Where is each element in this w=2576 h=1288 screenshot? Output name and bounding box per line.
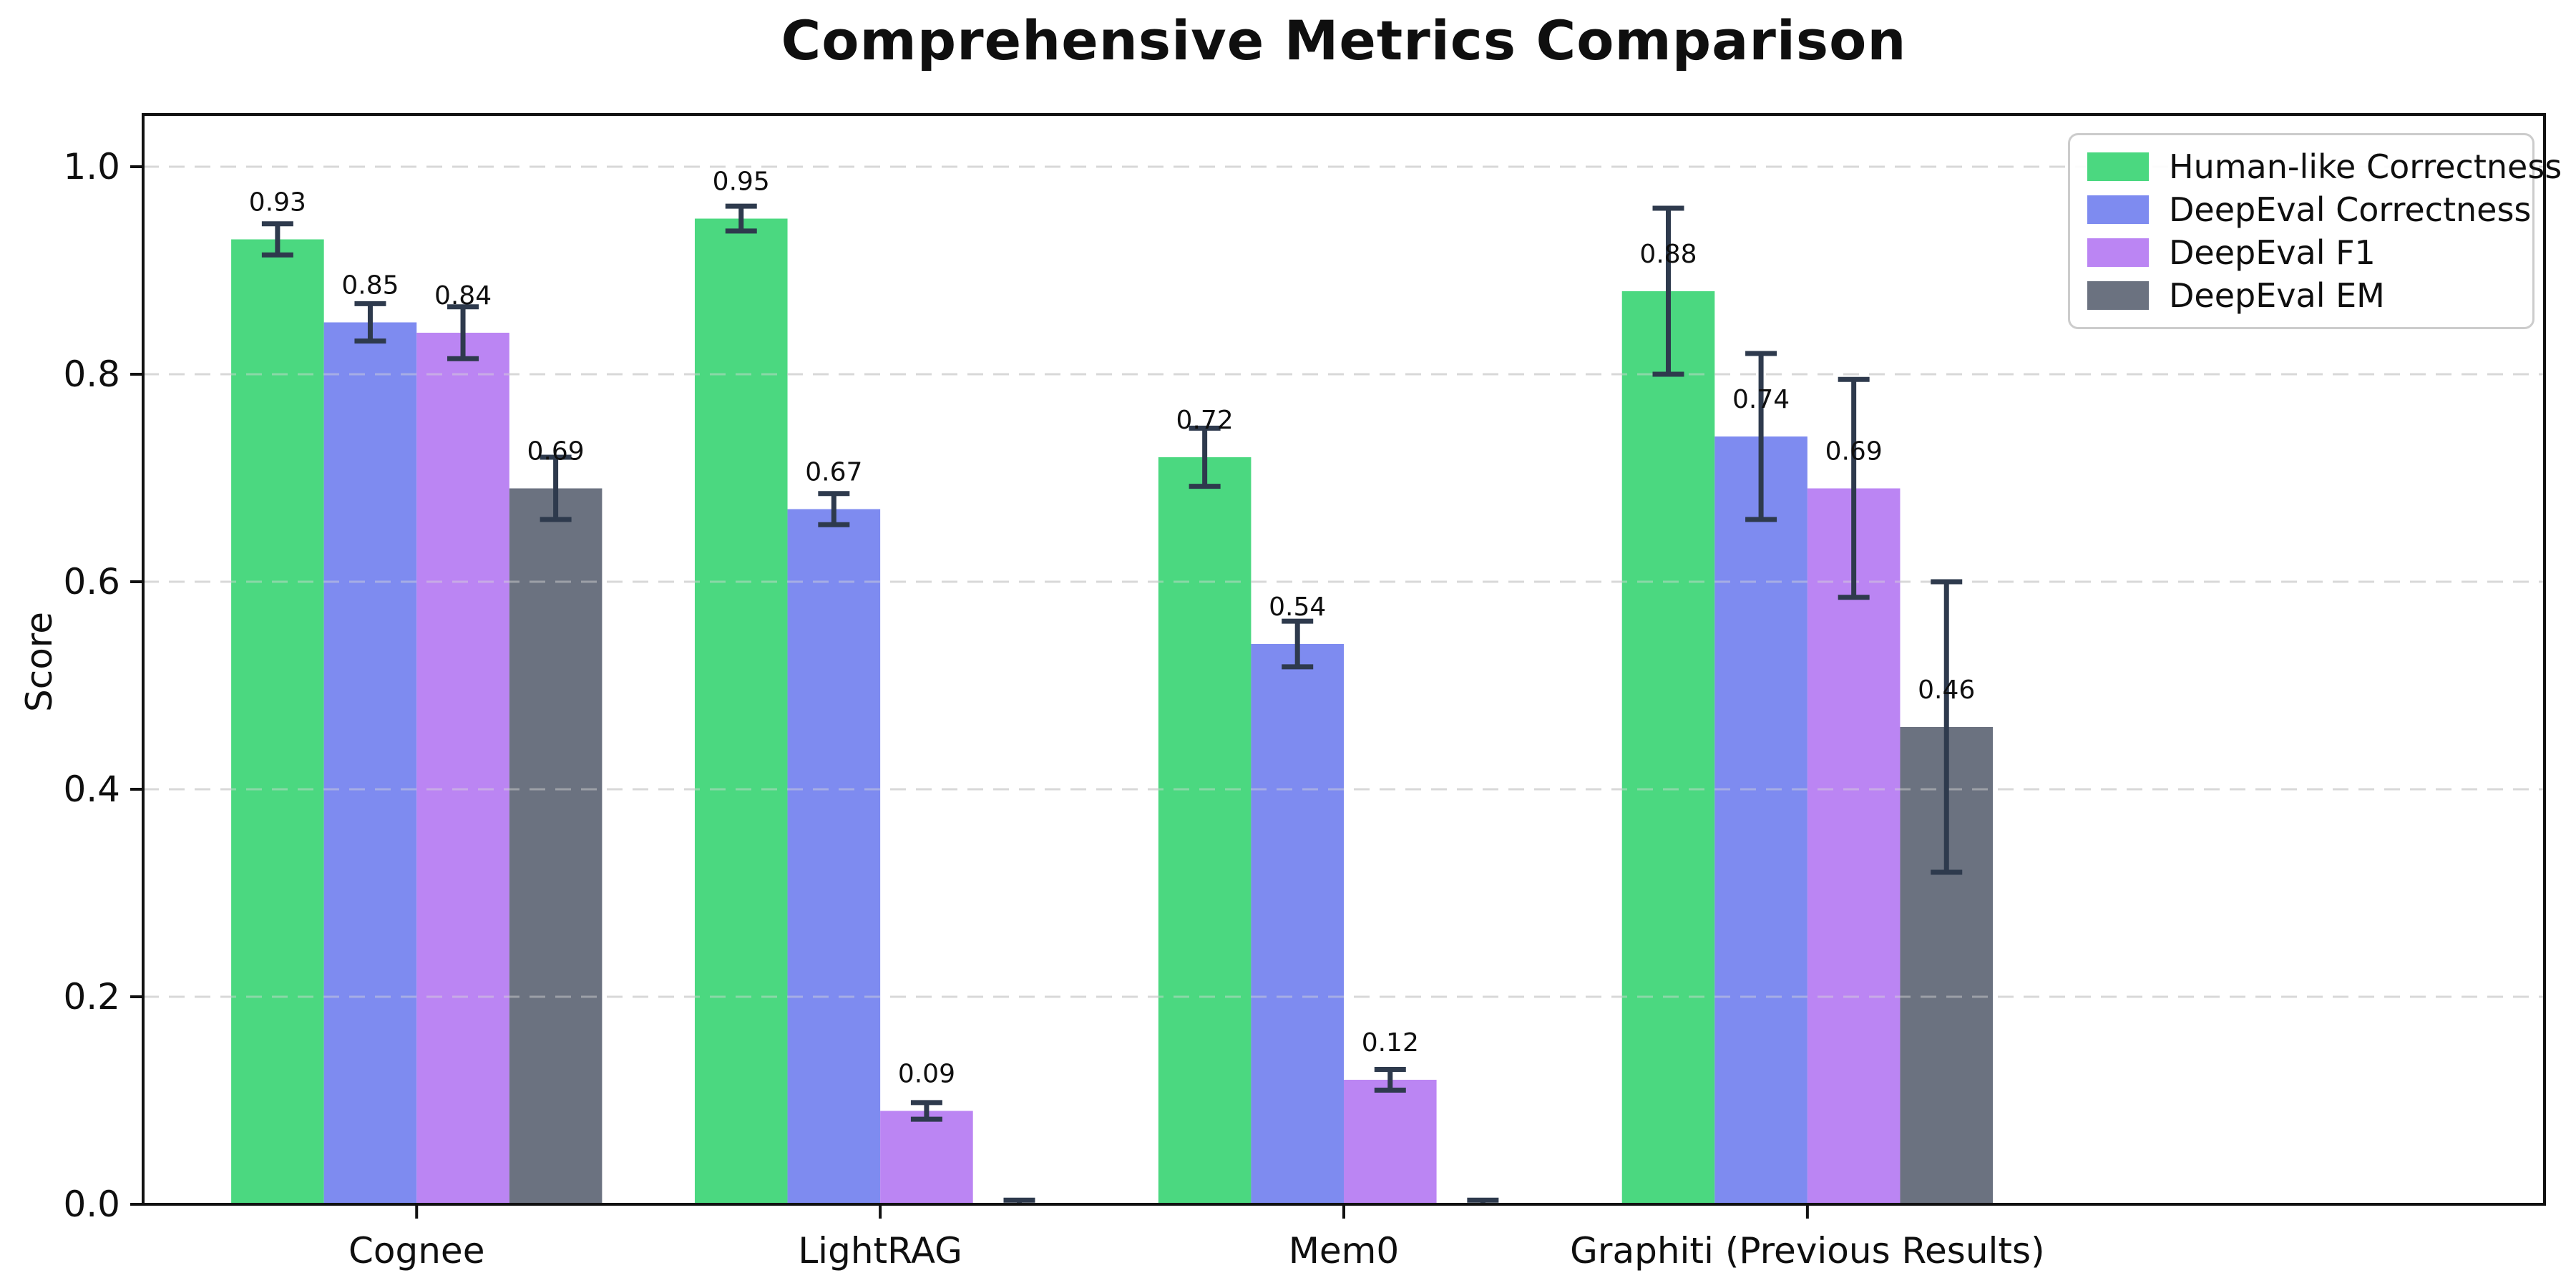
bar [1714,436,1807,1204]
bar-value-label: 0.69 [527,437,585,467]
legend-label: DeepEval EM [2169,276,2385,315]
x-tick-label: Cognee [348,1230,484,1272]
legend-swatch-deepeval-correctness [2087,195,2149,224]
bar-value-label: 0.46 [1918,675,1975,705]
bar-value-label: 0.72 [1176,406,1234,435]
y-tick-label: 0.2 [63,976,120,1018]
bar-value-label: 0.74 [1732,385,1790,414]
bar [880,1111,973,1204]
y-tick-label: 1.0 [63,146,120,187]
bar [416,333,509,1204]
bar-value-label: 0.88 [1639,240,1697,269]
legend-swatch-human-like-correctness [2087,152,2149,181]
x-tick-label: Graphiti (Previous Results) [1570,1230,2044,1272]
bar [1251,644,1344,1204]
bar [1158,457,1252,1204]
legend-item: DeepEval EM [2087,275,2515,316]
y-tick-label: 0.8 [63,353,120,395]
legend-label: DeepEval F1 [2169,233,2376,272]
bar [323,322,417,1204]
y-tick-label: 0.6 [63,561,120,602]
legend-swatch-deepeval-em [2087,281,2149,310]
legend-label: Human-like Correctness [2169,147,2562,186]
x-tick-label: Mem0 [1289,1230,1399,1272]
chart-title: Comprehensive Metrics Comparison [781,9,1907,72]
legend-swatch-deepeval-f1 [2087,238,2149,267]
bar-value-label: 0.93 [249,188,306,218]
bar-value-label: 0.67 [805,458,862,487]
bar-value-label: 0.85 [341,271,399,301]
bar [509,488,602,1204]
bar [1621,291,1715,1204]
bar [787,509,881,1204]
bar-value-label: 0.09 [898,1060,955,1089]
legend-item: DeepEval F1 [2087,232,2515,273]
bar-value-label: 0.12 [1362,1028,1419,1058]
legend-item: DeepEval Correctness [2087,189,2531,230]
bar-value-label: 0.69 [1825,437,1883,467]
bar-value-label: 0.54 [1269,592,1326,622]
legend: Human-like Correctness DeepEval Correctn… [2068,133,2562,329]
bar [694,218,788,1204]
bar [231,239,324,1204]
bar [1807,488,1901,1204]
y-tick-label: 0.4 [63,769,120,810]
bar [1344,1080,1437,1204]
legend-item: Human-like Correctness [2087,146,2562,187]
x-tick-label: LightRAG [798,1230,962,1272]
legend-label: DeepEval Correctness [2169,190,2532,229]
y-tick-label: 0.0 [63,1184,120,1225]
bar-value-label: 0.95 [713,167,770,197]
bar-value-label: 0.84 [434,281,492,311]
error-bars-group [261,203,1963,1204]
